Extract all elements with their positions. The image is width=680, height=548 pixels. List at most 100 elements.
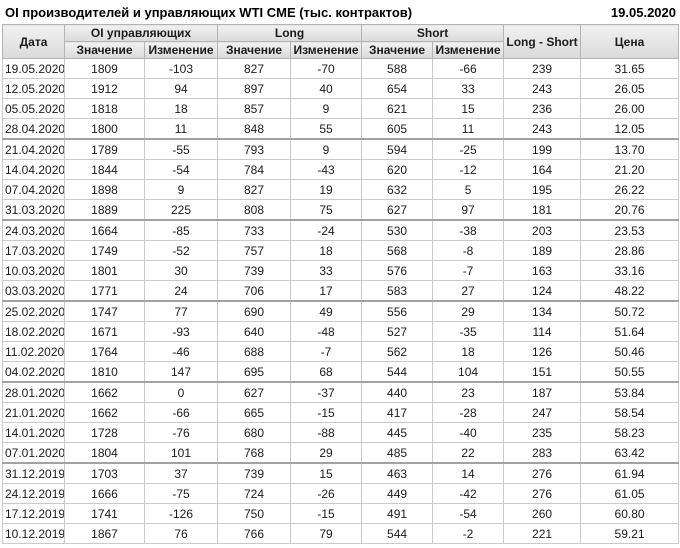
table-row: 31.03.2020 1889 225 808 75 627 97 181 20.76 [2,199,680,221]
oi-change-cell: -55 [143,138,219,160]
header-short-value: Значение [361,41,434,59]
oi-value-cell: 1671 [64,321,145,342]
long-value-cell: 695 [217,361,292,383]
oi-value-cell: 1789 [64,138,145,160]
table-header: Дата OI управляющих Long Short Long - Sh… [2,24,680,59]
oi-change-cell: -75 [143,483,219,504]
oi-change-cell: -76 [143,422,219,443]
oi-value-cell: 1662 [64,402,145,423]
short-value-cell: 583 [361,280,434,302]
oi-change-cell: -66 [143,402,219,423]
header-row-groups: Дата OI управляющих Long Short Long - Sh… [2,24,680,59]
price-cell: 61.05 [580,483,680,504]
short-value-cell: 485 [361,442,434,464]
long-short-cell: 181 [503,199,582,221]
long-short-cell: 276 [503,462,582,484]
oi-change-cell: 94 [143,78,219,99]
table-row: 21.01.2020 1662 -66 665 -15 417 -28 247 58.54 [2,402,680,423]
oi-value-cell: 1747 [64,300,145,322]
oi-value-cell: 1912 [64,78,145,99]
header-short-group: Short [361,24,505,42]
price-cell: 59.21 [580,523,680,544]
long-short-cell: 126 [503,341,582,362]
short-value-cell: 627 [361,199,434,221]
long-change-cell: -70 [290,58,363,79]
price-cell: 60.80 [580,503,680,524]
table-row: 18.02.2020 1671 -93 640 -48 527 -35 114 51.64 [2,321,680,342]
long-short-cell: 187 [503,381,582,403]
long-change-cell: 79 [290,523,363,544]
oi-value-cell: 1889 [64,199,145,221]
long-change-cell: 49 [290,300,363,322]
long-value-cell: 733 [217,219,292,241]
long-short-cell: 134 [503,300,582,322]
date-cell: 14.04.2020 [2,159,65,180]
oi-value-cell: 1804 [64,442,145,464]
short-value-cell: 463 [361,462,434,484]
table-row: 14.04.2020 1844 -54 784 -43 620 -12 164 21.20 [2,159,680,180]
table-row: 04.02.2020 1810 147 695 68 544 104 151 50.55 [2,361,680,383]
long-value-cell: 793 [217,138,292,160]
long-value-cell: 784 [217,159,292,180]
long-short-cell: 283 [503,442,582,464]
table-row: 17.12.2019 1741 -126 750 -15 491 -54 260 60.80 [2,503,680,524]
long-short-cell: 239 [503,58,582,79]
table-body: 19.05.2020 1809 -103 827 -70 588 -66 239 31.65 12… [2,58,680,544]
long-change-cell: 68 [290,361,363,383]
long-value-cell: 808 [217,199,292,221]
long-value-cell: 706 [217,280,292,302]
table-row: 10.03.2020 1801 30 739 33 576 -7 163 33.16 [2,260,680,281]
oi-value-cell: 1664 [64,219,145,241]
oi-value-cell: 1749 [64,240,145,261]
long-short-cell: 221 [503,523,582,544]
long-change-cell: -7 [290,341,363,362]
oi-change-cell: -126 [143,503,219,524]
short-change-cell: -38 [432,219,505,241]
long-change-cell: -26 [290,483,363,504]
date-cell: 17.03.2020 [2,240,65,261]
oi-change-cell: 11 [143,118,219,140]
long-change-cell: 9 [290,98,363,119]
short-value-cell: 440 [361,381,434,403]
date-cell: 31.12.2019 [2,462,65,484]
date-cell: 31.03.2020 [2,199,65,221]
long-short-cell: 189 [503,240,582,261]
date-cell: 28.01.2020 [2,381,65,403]
price-cell: 50.55 [580,361,680,383]
price-cell: 13.70 [580,138,680,160]
long-value-cell: 640 [217,321,292,342]
long-change-cell: -37 [290,381,363,403]
oi-change-cell: 24 [143,280,219,302]
long-short-cell: 243 [503,78,582,99]
oi-value-cell: 1809 [64,58,145,79]
table-row: 05.05.2020 1818 18 857 9 621 15 236 26.00 [2,98,680,119]
header-date: Дата [2,24,65,59]
short-change-cell: 14 [432,462,505,484]
oi-change-cell: 77 [143,300,219,322]
date-cell: 25.02.2020 [2,300,65,322]
long-value-cell: 757 [217,240,292,261]
header-long-short: Long - Short [503,24,582,59]
table-row: 17.03.2020 1749 -52 757 18 568 -8 189 28.86 [2,240,680,261]
long-value-cell: 827 [217,179,292,200]
long-short-cell: 276 [503,483,582,504]
short-value-cell: 621 [361,98,434,119]
header-price: Цена [580,24,680,59]
short-value-cell: 562 [361,341,434,362]
short-change-cell: -28 [432,402,505,423]
long-short-cell: 235 [503,422,582,443]
short-value-cell: 576 [361,260,434,281]
table-row: 12.05.2020 1912 94 897 40 654 33 243 26.05 [2,78,680,99]
short-value-cell: 568 [361,240,434,261]
date-cell: 14.01.2020 [2,422,65,443]
short-value-cell: 556 [361,300,434,322]
price-cell: 12.05 [580,118,680,140]
oi-change-cell: 147 [143,361,219,383]
date-cell: 24.03.2020 [2,219,65,241]
date-cell: 18.02.2020 [2,321,65,342]
oi-value-cell: 1666 [64,483,145,504]
short-value-cell: 530 [361,219,434,241]
date-cell: 21.04.2020 [2,138,65,160]
long-short-cell: 247 [503,402,582,423]
price-cell: 26.05 [580,78,680,99]
